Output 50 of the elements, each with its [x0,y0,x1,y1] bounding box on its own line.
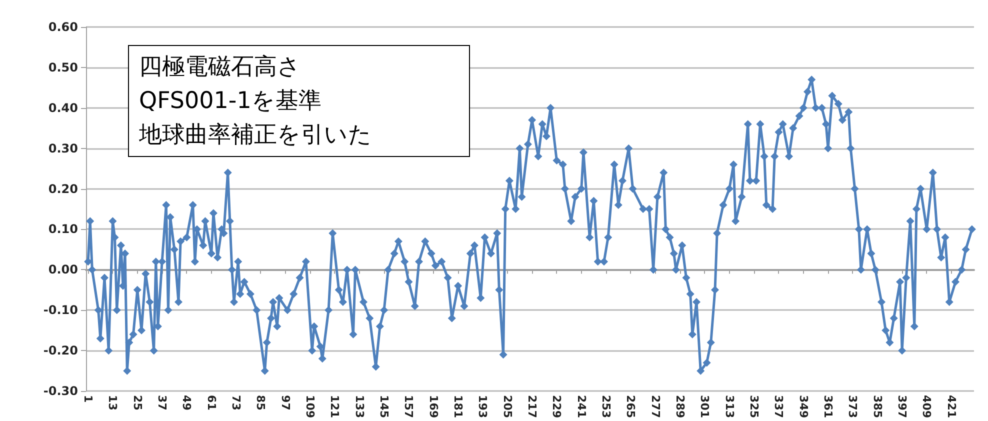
y-tick-label: 0.30 [48,141,78,156]
x-tick-label: 385 [870,395,884,418]
x-tick-label: 397 [896,395,909,418]
x-tick-label: 13 [106,395,120,410]
x-tick-label: 277 [648,395,662,418]
y-tick-label: -0.30 [43,384,78,398]
x-tick-label: 325 [748,395,761,418]
y-tick-label: -0.10 [43,303,78,318]
x-tick-label: 349 [796,395,810,418]
x-tick-label: 301 [698,395,712,418]
x-tick-label: 169 [426,395,440,418]
x-tick-label: 1 [82,395,95,403]
x-tick-label: 253 [600,395,613,418]
x-tick-label: 337 [772,395,786,418]
x-tick-label: 265 [624,395,638,418]
x-tick-label: 289 [674,395,687,418]
x-tick-label: 85 [254,395,268,410]
x-tick-label: 133 [352,395,366,418]
x-tick-label: 157 [402,395,416,418]
x-tick-label: 181 [452,395,465,418]
x-tick-label: 73 [230,395,243,410]
x-tick-label: 121 [328,395,342,418]
x-tick-label: 25 [130,395,144,410]
x-tick-label: 361 [822,395,835,418]
x-tick-label: 145 [378,395,391,418]
y-tick-label: 0.60 [48,20,78,34]
x-tick-label: 409 [920,395,934,418]
x-tick-label: 217 [526,395,539,418]
x-tick-label: 373 [846,395,860,418]
y-tick-label: 0.00 [48,262,78,277]
x-tick-label: 229 [550,395,564,418]
x-tick-label: 193 [476,395,490,418]
note-box: 四極電磁石高さ QFS001-1を基準 地球曲率補正を引いた [128,45,470,157]
y-tick-label: 0.40 [48,100,78,115]
x-tick-label: 421 [944,395,958,418]
x-tick-label: 313 [722,395,736,418]
x-tick-label: 97 [278,395,292,410]
y-tick-label: 0.10 [48,222,78,236]
x-tick-label: 109 [304,395,317,418]
annotation: QFS001-1を基準 [139,87,322,116]
x-tick-label: 205 [500,395,514,418]
y-tick-label: 0.20 [48,182,78,196]
y-tick-label: -0.20 [43,344,78,358]
y-tick-label: 0.50 [48,60,78,74]
x-tick-label: 61 [204,395,218,410]
x-tick-label: 49 [180,395,194,410]
x-tick-label: 241 [574,395,588,418]
annotation: 地球曲率補正を引いた [139,121,373,150]
annotation: 四極電磁石高さ [139,53,302,82]
x-tick-label: 37 [156,395,169,410]
